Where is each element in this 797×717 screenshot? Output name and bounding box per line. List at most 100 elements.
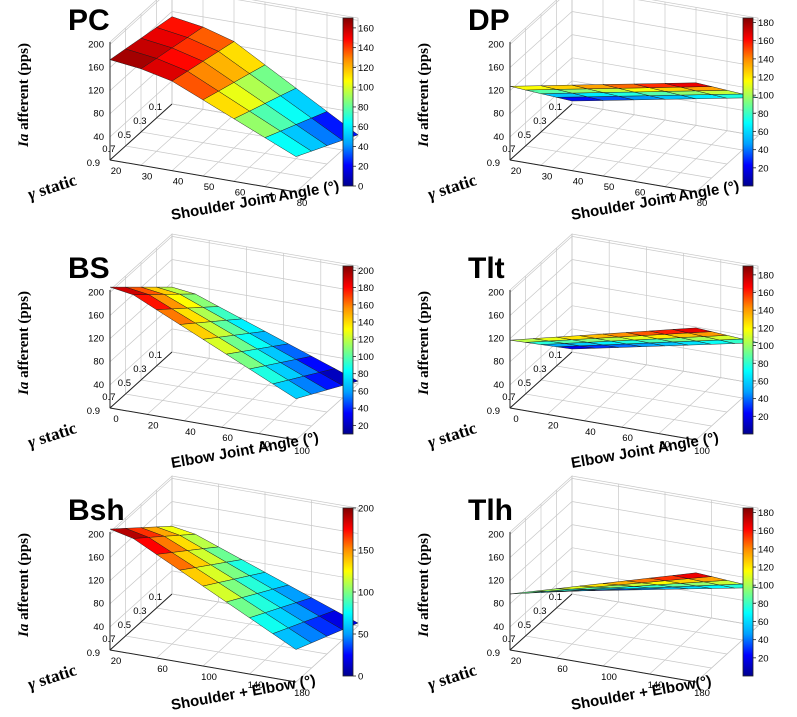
x-tick-label: 40	[585, 427, 596, 438]
z-tick-label: 40	[493, 622, 504, 633]
panel-title: BS	[68, 252, 110, 285]
x-tick-label: 80	[660, 440, 671, 451]
x-tick-label: 140	[648, 680, 664, 691]
y-axis-line	[109, 103, 173, 161]
z-axis-symbol: Ia	[16, 133, 32, 148]
z-tick-label: 200	[488, 529, 504, 540]
z-tick-label: 200	[88, 287, 104, 298]
z-tick-label: 40	[93, 132, 104, 143]
y-axis-label: γ static	[25, 660, 79, 694]
y-axis-label: γ static	[25, 170, 79, 204]
colorbar-tick-label: 60	[358, 122, 369, 133]
chart-panel-dp: 40 80 120 160 200 20 30 40 50 60 70 80 0.90.70.50.30…	[416, 0, 774, 224]
colorbar-tick-label: 40	[358, 404, 369, 415]
x-tick-label: 180	[694, 688, 710, 699]
x-tick-label: 0	[113, 414, 118, 425]
x-tick-label: 40	[573, 177, 584, 188]
colorbar-tick-label: 140	[758, 54, 774, 65]
z-tick-label: 40	[493, 132, 504, 143]
y-tick-label: 0.7	[102, 392, 115, 403]
colorbar-tick-label: 60	[358, 386, 369, 397]
colorbar	[742, 507, 754, 677]
surface	[509, 327, 759, 350]
y-tick-label: 0.5	[118, 130, 131, 141]
colorbar-tick-label: 120	[358, 63, 374, 74]
colorbar-tick-label: 160	[758, 288, 774, 299]
back-wall	[571, 233, 759, 385]
x-tick-label: 40	[185, 427, 196, 438]
chart-panel-tlt: 40 80 120 160 200 0 20 40 60 80 100 0.90.70.50.30.1…	[416, 233, 774, 472]
colorbar-tick-label: 80	[358, 102, 369, 113]
z-tick-label: 80	[93, 357, 104, 368]
panel-title: DP	[468, 4, 510, 37]
x-tick-label: 20	[111, 166, 122, 177]
surface	[509, 82, 759, 102]
y-tick-label: 0.5	[518, 130, 531, 141]
z-tick-label: 120	[88, 86, 104, 97]
x-axis-line	[109, 407, 297, 441]
colorbar	[742, 265, 754, 435]
y-axis-text: static	[32, 660, 79, 691]
colorbar-tick-label: 50	[358, 630, 369, 641]
y-axis-line	[509, 103, 573, 161]
y-tick-label: 0.7	[502, 144, 515, 155]
z-axis-label: Ia afferent (pps)	[416, 533, 432, 638]
z-tick-label: 40	[493, 380, 504, 391]
z-axis-label: Ia afferent (pps)	[16, 533, 32, 638]
panel-title: Tlt	[468, 252, 505, 285]
y-tick-label: 0.3	[533, 364, 546, 375]
colorbar-tick-label: 100	[758, 341, 774, 352]
y-grid-line	[556, 0, 743, 151]
z-tick-label: 120	[88, 334, 104, 345]
z-tick-label: 80	[493, 109, 504, 120]
colorbar-tick-label: 40	[758, 635, 769, 646]
z-tick-label: 160	[88, 310, 104, 321]
z-tick-label: 120	[488, 576, 504, 587]
colorbar-tick-label: 100	[758, 581, 774, 592]
colorbar-tick-label: 180	[758, 18, 774, 29]
colorbar-tick-label: 160	[758, 36, 774, 47]
colorbar-tick-label: 20	[758, 163, 769, 174]
colorbar-tick-label: 180	[758, 508, 774, 519]
panel-title: PC	[68, 4, 110, 37]
colorbar-tick-label: 80	[358, 369, 369, 380]
surface	[109, 525, 359, 650]
colorbar	[342, 265, 354, 435]
x-tick-label: 50	[604, 182, 615, 193]
x-axis-line	[509, 159, 697, 193]
colorbar-tick-label: 100	[358, 83, 374, 94]
x-tick-label: 100	[201, 672, 217, 683]
colorbar-tick-label: 180	[358, 283, 374, 294]
colorbar-tick-label: 180	[758, 270, 774, 281]
colorbar-tick-label: 80	[758, 109, 769, 120]
y-axis-text: static	[32, 170, 79, 201]
colorbar-tick-label: 40	[758, 394, 769, 405]
colorbar-tick-label: 60	[758, 376, 769, 387]
z-axis-label: Ia afferent (pps)	[16, 291, 32, 396]
x-tick-label: 60	[235, 187, 246, 198]
z-tick-label: 80	[93, 109, 104, 120]
z-axis-symbol: Ia	[16, 623, 32, 638]
y-tick-label: 0.9	[87, 158, 100, 169]
colorbar-tick-label: 60	[758, 127, 769, 138]
z-tick-label: 200	[88, 39, 104, 50]
y-tick-label: 0.9	[87, 648, 100, 659]
z-axis-symbol: Ia	[416, 623, 432, 638]
z-tick-label: 160	[488, 310, 504, 321]
colorbar-tick-label: 140	[758, 306, 774, 317]
surface	[509, 572, 759, 595]
y-tick-label: 0.7	[102, 144, 115, 155]
x-tick-label: 180	[294, 688, 310, 699]
colorbar-tick-label: 0	[358, 182, 363, 193]
colorbar-tick-label: 200	[358, 266, 374, 277]
chart-panel-tlh: 40 80 120 160 200 20 60 100 140 180 0.90.70.50.30.…	[416, 475, 774, 714]
colorbar-tick-label: 120	[758, 323, 774, 334]
y-tick-label: 0.9	[487, 158, 500, 169]
y-tick-label: 0.5	[118, 378, 131, 389]
z-axis-text: afferent (pps)	[416, 291, 432, 382]
y-axis-label: γ static	[425, 170, 479, 204]
y-axis-line	[109, 593, 173, 651]
x-tick-label: 80	[260, 440, 271, 451]
y-tick-label: 0.9	[87, 406, 100, 417]
